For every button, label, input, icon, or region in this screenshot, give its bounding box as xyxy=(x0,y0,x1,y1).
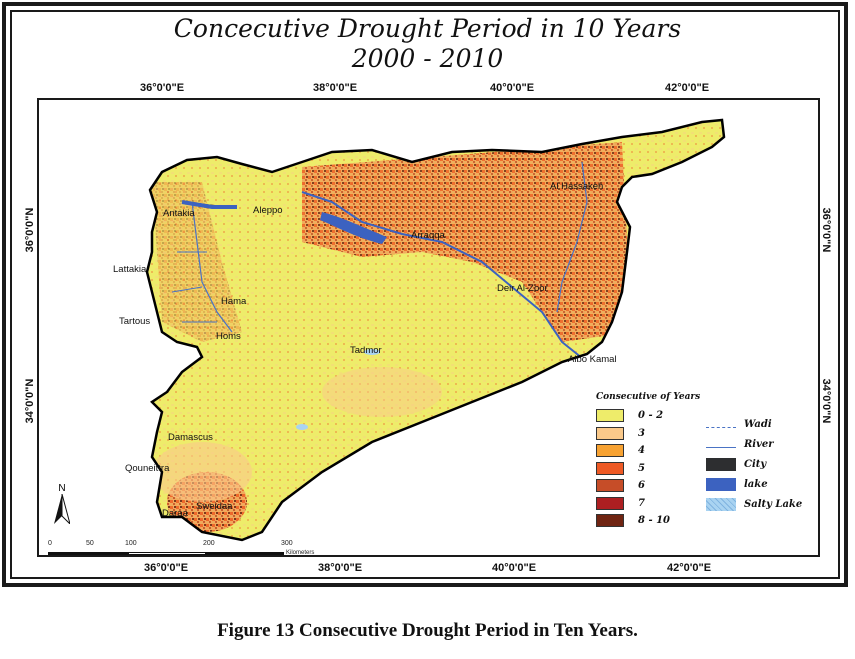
legend-class-row: 0 - 2 xyxy=(596,407,700,425)
map-subtitle-years: 2000 - 2010 xyxy=(351,44,504,73)
legend-feature-label: Salty Lake xyxy=(744,498,803,510)
legend-feature-label: City xyxy=(744,458,767,470)
legend-class-label: 5 xyxy=(638,462,645,474)
lon-label-bottom-42: 42°0'0"E xyxy=(667,562,712,574)
scale-tick-100: 100 xyxy=(125,540,137,547)
legend-class-label: 0 - 2 xyxy=(638,410,664,422)
legend-class-row: 8 - 10 xyxy=(596,512,700,530)
lat-label-right-36: 36°0'0"N xyxy=(820,207,832,253)
salty-lake-swatch-icon xyxy=(706,497,736,511)
city-label: Damascus xyxy=(168,432,213,443)
city-label: Qouneittra xyxy=(125,463,170,474)
legend-feature-label: Wadi xyxy=(744,418,772,430)
inner-frame xyxy=(10,10,840,579)
city-label: Arraqqa xyxy=(411,230,445,241)
north-arrow: N xyxy=(54,483,71,529)
legend-class-label: 4 xyxy=(638,445,645,457)
lon-label-bottom-36: 36°0'0"E xyxy=(144,562,189,574)
legend-swatch xyxy=(596,461,624,475)
figure-caption: Figure 13 Consecutive Drought Period in … xyxy=(217,620,638,641)
legend-swatch xyxy=(596,496,624,510)
city-label: Lattakia xyxy=(113,264,147,275)
lon-label-top-36: 36°0'0"E xyxy=(140,82,185,94)
legend-feature-row: City xyxy=(706,454,802,474)
legend-swatch xyxy=(596,426,624,440)
lat-label-left-36: 36°0'0"N xyxy=(24,207,36,253)
city-label: Sweidaa xyxy=(196,501,233,512)
map-title: Concecutive Drought Period in 10 Years xyxy=(173,14,682,43)
legend-class-label: 3 xyxy=(638,427,645,439)
north-label: N xyxy=(58,483,66,494)
legend-class-row: 5 xyxy=(596,460,700,478)
scale-tick-0: 0 xyxy=(48,540,52,547)
legend-feature-row: Salty Lake xyxy=(706,494,802,514)
map-panel xyxy=(37,98,820,557)
lon-label-top-42: 42°0'0"E xyxy=(665,82,710,94)
legend-feature-row: Wadi xyxy=(706,414,802,434)
wadi-line-icon xyxy=(706,421,736,428)
legend-class-row: 3 xyxy=(596,425,700,443)
city-label: Albo Kamal xyxy=(568,354,617,365)
scale-unit: Kilometers xyxy=(286,550,315,556)
lake-swatch-icon xyxy=(706,477,736,491)
city-label: Homs xyxy=(216,331,241,342)
lon-label-bottom-40: 40°0'0"E xyxy=(492,562,537,574)
legend-feature-row: lake xyxy=(706,474,802,494)
syria-drought-map xyxy=(145,118,726,542)
legend-title: Consecutive of Years xyxy=(596,392,701,402)
city-label: Antakia xyxy=(163,208,195,219)
legend-swatch xyxy=(596,514,624,528)
legend-feature-label: River xyxy=(744,438,774,450)
north-arrow-icon xyxy=(54,493,71,526)
city-swatch-icon xyxy=(706,457,736,471)
city-label: Daraa xyxy=(162,508,188,519)
scale-tick-300: 300 xyxy=(281,540,293,547)
legend-class-row: 4 xyxy=(596,442,700,460)
river-line-icon xyxy=(706,441,736,448)
lon-label-bottom-38: 38°0'0"E xyxy=(318,562,363,574)
lon-label-top-38: 38°0'0"E xyxy=(313,82,358,94)
city-label: Tadmor xyxy=(350,345,382,356)
legend-class-label: 8 - 10 xyxy=(638,515,670,527)
legend-swatch xyxy=(596,479,624,493)
city-label: Deir Al-Zoor xyxy=(497,283,548,294)
drought-legend: Consecutive of Years 0 - 2 3 4 5 6 7 8 - 10 xyxy=(596,392,700,530)
outer-frame xyxy=(2,2,848,587)
feature-legend: Wadi River City lake Salty Lake xyxy=(706,414,802,514)
scale-bar: 0 50 100 200 300 Kilometers xyxy=(48,540,314,556)
legend-class-label: 7 xyxy=(638,497,645,509)
lon-label-top-40: 40°0'0"E xyxy=(490,82,535,94)
lat-label-right-34: 34°0'0"N xyxy=(820,378,832,424)
legend-swatch xyxy=(596,409,624,423)
city-label: Tartous xyxy=(119,316,151,327)
scale-tick-200: 200 xyxy=(203,540,215,547)
lat-label-left-34: 34°0'0"N xyxy=(24,378,36,424)
city-label: Hama xyxy=(221,296,247,307)
legend-class-label: 6 xyxy=(638,480,645,492)
scale-tick-50: 50 xyxy=(86,540,94,547)
legend-class-row: 7 xyxy=(596,495,700,513)
city-label: Al Hassakeh xyxy=(550,181,604,192)
city-label: Aleppo xyxy=(253,205,283,216)
legend-feature-label: lake xyxy=(744,478,768,490)
legend-swatch xyxy=(596,444,624,458)
legend-feature-row: River xyxy=(706,434,802,454)
legend-class-row: 6 xyxy=(596,477,700,495)
